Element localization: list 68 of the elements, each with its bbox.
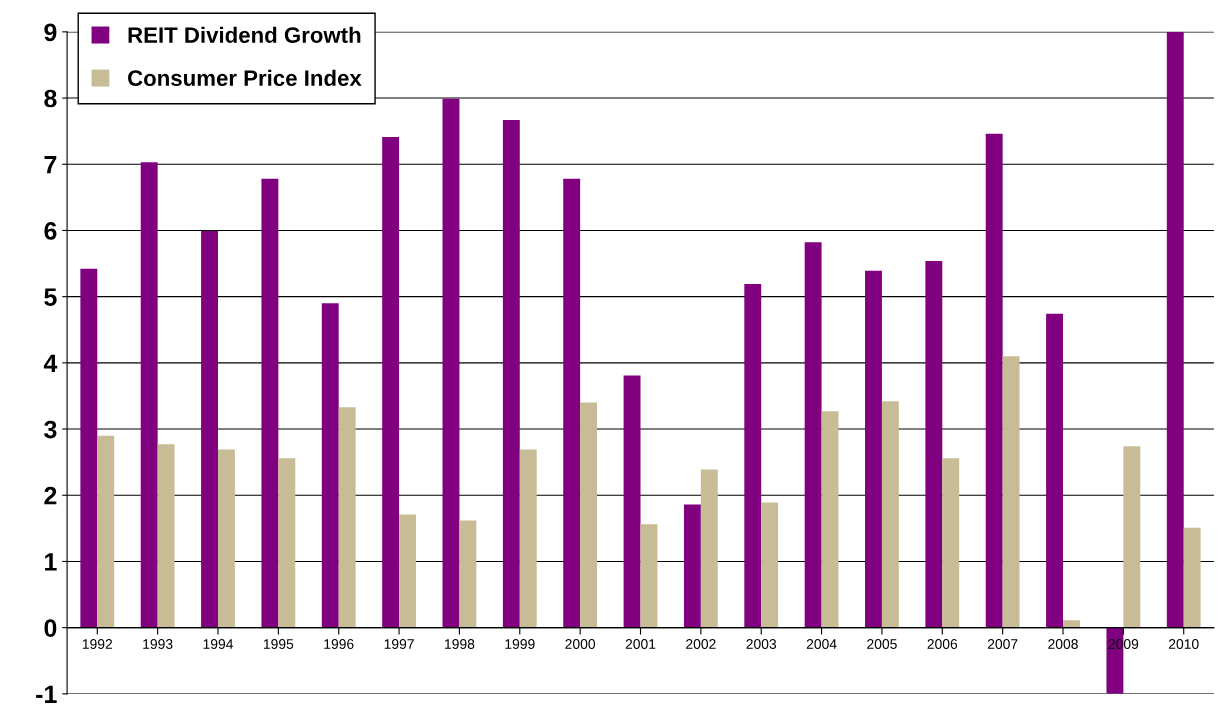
bar [382,137,400,628]
legend-label: REIT Dividend Growth [128,26,361,43]
bar [563,178,581,628]
bar [201,231,218,628]
bar [881,401,899,628]
bar [1046,313,1064,628]
y-tick-label: 9 [44,23,57,42]
y-tick-label: 4 [43,354,58,372]
x-tick-label: 2007 [987,639,1018,649]
bar [157,444,175,628]
bar [97,435,115,628]
bar [321,303,339,628]
bar [925,260,943,628]
bar [399,514,416,628]
x-tick-label: 1997 [384,639,414,649]
x-tick-label: 2006 [927,639,958,649]
bar [1183,527,1201,628]
bar [442,98,460,628]
bar [865,270,882,628]
bar [942,458,960,628]
bar [804,242,822,628]
x-tick-label: 2001 [625,639,656,649]
x-tick-label: 2008 [1048,639,1078,649]
x-tick-label: 1992 [82,639,113,649]
bar [502,119,520,628]
bar [761,502,779,628]
bar [700,469,718,628]
legend-label: Consumer Price Index [128,69,362,87]
y-tick-label: 7 [44,156,57,174]
x-tick-label: 2003 [746,639,777,649]
bar [338,407,356,628]
bar [519,449,537,628]
x-tick-label: 1999 [505,639,535,649]
y-tick-label: 5 [44,288,57,306]
y-tick-label: 2 [44,486,57,505]
bar [261,178,279,628]
x-tick-label: 1994 [203,639,234,649]
bar [640,524,658,628]
bar [1123,446,1141,628]
bar [623,375,641,628]
bar [821,411,839,628]
y-tick-label: 1 [45,553,57,571]
bar [1063,620,1080,628]
bar [140,162,158,628]
x-tick-label: 1996 [324,639,354,649]
bar [217,449,235,628]
bar [1166,31,1184,628]
x-tick-label: 2004 [806,639,837,649]
x-tick-label: 1995 [263,639,294,649]
y-tick-label: 0 [44,619,57,637]
y-tick-label: 6 [44,222,57,240]
x-tick-label: 2000 [565,639,596,649]
bar [683,504,701,628]
x-tick-label: 2005 [867,639,897,649]
x-tick-label: 2010 [1168,639,1199,649]
y-tick-label: -1 [36,685,57,703]
bar [459,520,477,628]
bar [80,268,98,628]
x-tick-label: 2002 [686,639,716,649]
y-tick-label: 3 [44,420,57,439]
x-tick-label: 1998 [445,639,475,649]
bar [985,133,1003,628]
y-tick-label: 8 [44,89,57,108]
bar [278,458,296,628]
bar [580,402,598,628]
x-tick-label: 1993 [143,639,173,649]
bar [744,284,762,628]
bar [1002,356,1020,628]
